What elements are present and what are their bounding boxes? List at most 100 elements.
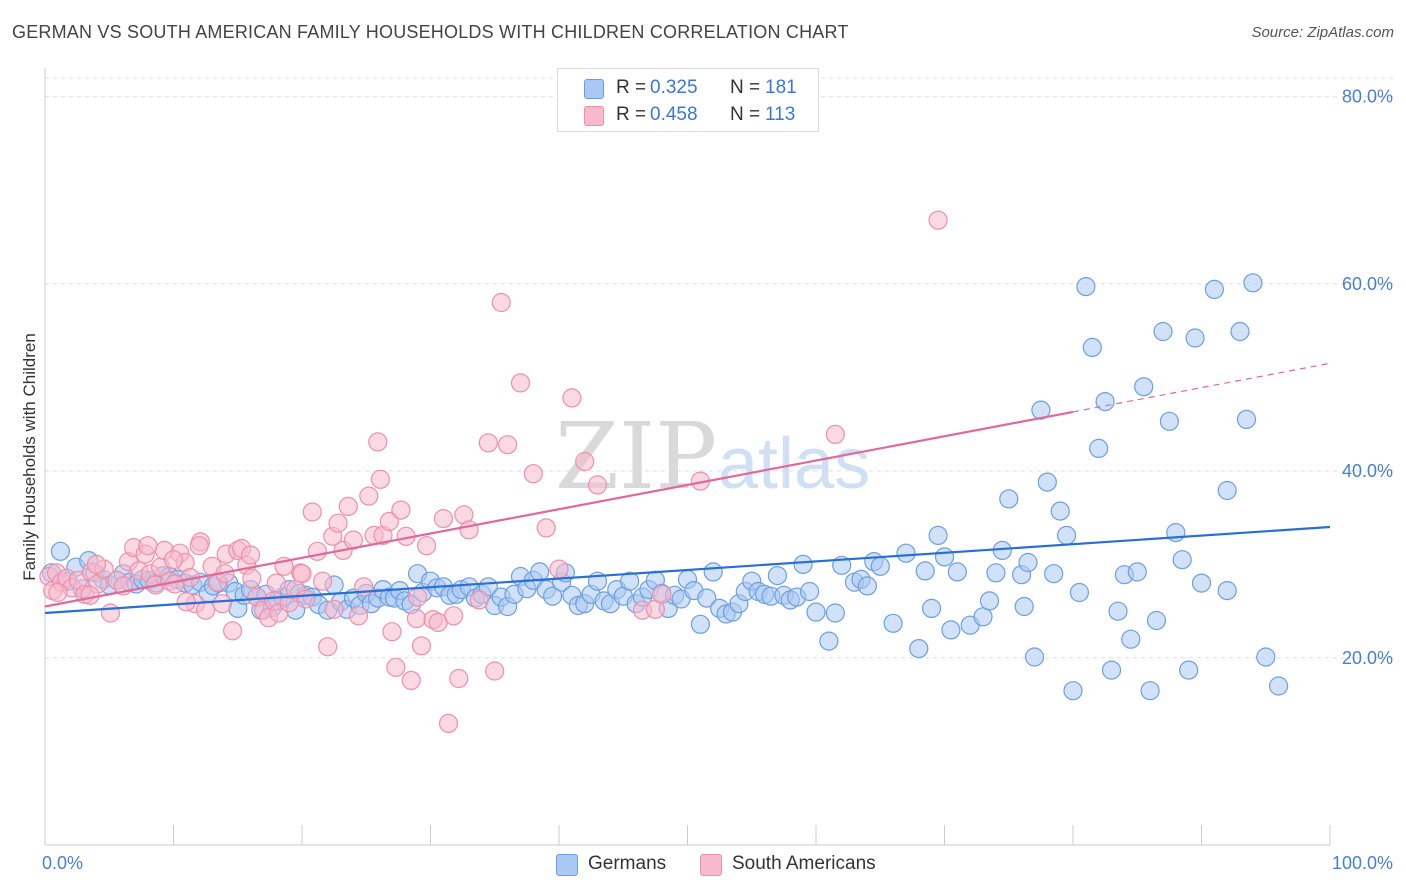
south-american-point <box>386 657 406 677</box>
south-american-point <box>328 513 348 533</box>
south-american-point <box>510 373 531 393</box>
legend-n-value: 113 <box>765 104 796 125</box>
south-american-point <box>408 587 428 607</box>
south-american-point <box>196 600 216 620</box>
south-american-point <box>379 511 399 532</box>
german-point <box>530 562 550 582</box>
south-american-point <box>536 518 556 538</box>
german-point <box>1134 377 1154 397</box>
south-american-point <box>549 559 569 579</box>
south-american-point <box>176 592 196 612</box>
south-american-point <box>189 536 209 556</box>
legend-n-label: N = <box>730 77 761 98</box>
south-american-point <box>411 636 432 656</box>
german-point <box>1014 596 1034 617</box>
german-point <box>1153 321 1173 342</box>
south-american-point <box>86 554 107 575</box>
bottom-legend-label-germans: Germans <box>588 853 667 874</box>
south-american-point <box>417 536 437 556</box>
german-point <box>819 631 839 651</box>
german-point <box>1217 580 1237 601</box>
source-label: Source: ZipAtlas.com <box>1251 24 1394 41</box>
german-point <box>806 602 826 622</box>
south-american-point <box>296 589 316 609</box>
german-point <box>1146 610 1167 631</box>
german-point <box>1166 522 1186 543</box>
german-point <box>1050 501 1070 521</box>
german-point <box>1172 550 1192 570</box>
german-point <box>1256 647 1276 667</box>
german-point <box>1127 562 1147 582</box>
y-tick-label: 80.0% <box>1342 87 1393 107</box>
german-point <box>1063 681 1083 701</box>
south-american-point <box>562 388 582 408</box>
german-point <box>703 562 723 582</box>
south-american-point <box>587 475 608 495</box>
german-point <box>915 561 935 581</box>
south-american-point <box>391 500 411 520</box>
german-point <box>825 603 845 623</box>
german-point <box>542 586 563 606</box>
german-point <box>1159 411 1180 431</box>
german-point <box>1217 480 1237 501</box>
y-tick-label: 40.0% <box>1342 461 1393 481</box>
german-point <box>870 556 890 576</box>
south-american-point <box>307 541 327 561</box>
south-americans-trend-line <box>44 410 1074 608</box>
south-american-point <box>438 713 459 734</box>
chart-title: GERMAN VS SOUTH AMERICAN FAMILY HOUSEHOL… <box>12 22 849 42</box>
south-american-point <box>318 637 338 657</box>
south-american-point <box>444 606 464 626</box>
south-american-point <box>368 432 388 452</box>
south-american-point <box>359 486 379 506</box>
german-point <box>979 591 1000 611</box>
bottom-legend-label-south-americans: South Americans <box>732 853 876 874</box>
legend-r-value: 0.325 <box>650 77 698 98</box>
german-point <box>896 543 916 563</box>
german-point <box>1082 337 1102 357</box>
south-american-point <box>485 661 505 681</box>
south-american-point <box>523 464 543 484</box>
bottom-legend-swatch-south-americans <box>700 854 722 876</box>
south-american-point <box>433 508 453 529</box>
south-american-point <box>401 670 421 691</box>
germans-trend-line <box>44 525 1331 615</box>
german-point <box>1044 564 1064 584</box>
south-american-point <box>266 573 286 593</box>
legend-swatch-germans <box>584 79 604 99</box>
german-point <box>50 541 71 561</box>
legend-n-label: N = <box>730 104 761 125</box>
german-point <box>620 571 640 591</box>
german-point <box>1069 582 1090 603</box>
german-point <box>1179 660 1199 680</box>
german-point <box>1236 409 1257 429</box>
legend-n-value: 181 <box>765 77 797 98</box>
german-point <box>1121 629 1141 649</box>
german-point <box>883 613 903 633</box>
x-tick-label: 100.0% <box>1332 853 1393 873</box>
german-point <box>973 607 993 627</box>
south-american-point <box>382 622 402 642</box>
south-american-point <box>241 545 261 565</box>
german-point <box>1101 660 1122 680</box>
german-point <box>947 562 967 582</box>
german-point <box>928 525 948 546</box>
south-american-point <box>48 582 68 603</box>
german-point <box>1204 279 1225 299</box>
german-point <box>941 620 961 640</box>
south-american-point <box>928 210 948 230</box>
south-american-point <box>825 424 845 444</box>
south-american-point <box>324 599 344 619</box>
x-tick-label: 0.0% <box>42 853 83 873</box>
south-american-point <box>575 451 595 472</box>
german-point <box>793 554 813 575</box>
south-american-point <box>459 520 479 540</box>
south-american-point <box>138 536 158 556</box>
south-american-point <box>652 584 672 604</box>
german-point <box>1018 552 1038 573</box>
german-point <box>1185 328 1205 348</box>
south-american-point <box>348 606 369 626</box>
y-axis-title: Family Households with Children <box>20 333 39 581</box>
legend-swatch-south-americans <box>584 106 604 126</box>
series-south-americans <box>39 210 948 734</box>
